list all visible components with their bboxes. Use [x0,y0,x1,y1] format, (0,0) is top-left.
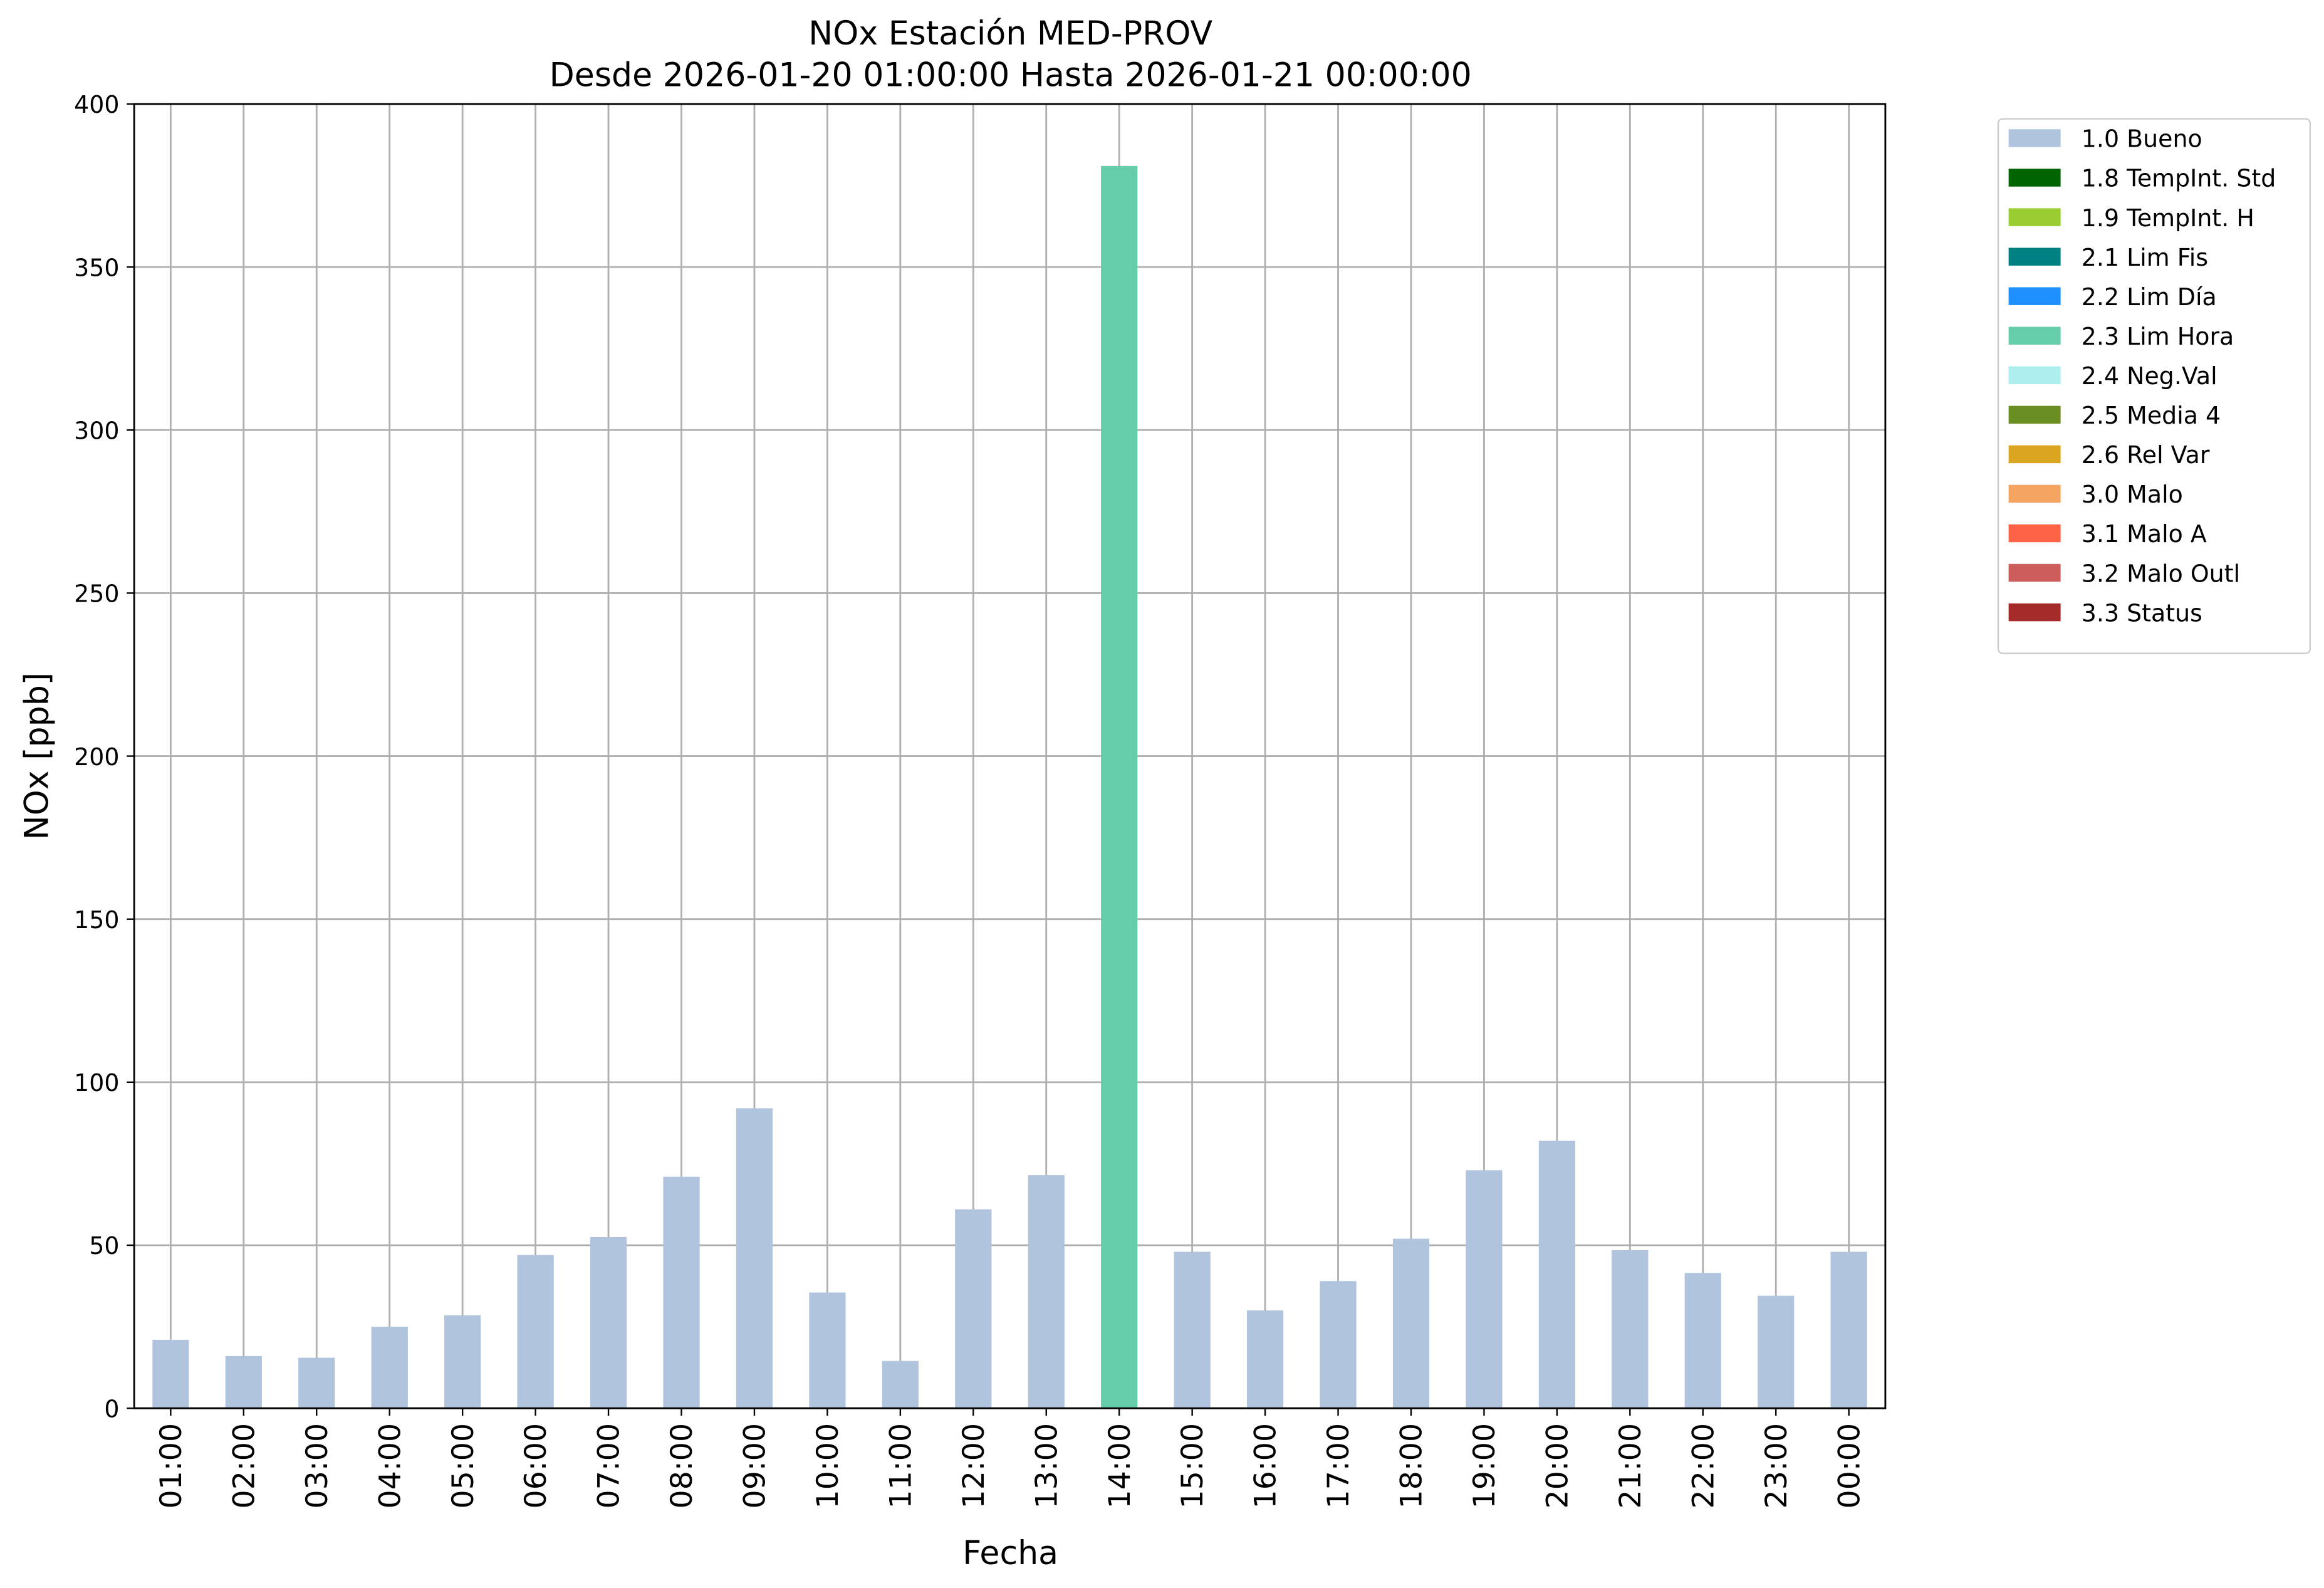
x-tick-label: 20:00 [1540,1423,1575,1509]
plot-frame [133,103,1887,1409]
y-tick-label: 150 [74,906,119,934]
y-tick-label: 250 [74,580,119,608]
bar [1101,165,1138,1409]
x-tick-label: 05:00 [446,1423,481,1509]
legend-swatch [2008,366,2061,384]
bar [1246,1310,1284,1409]
bar [736,1108,773,1409]
y-tick-label: 0 [104,1395,119,1423]
bars [152,165,1867,1409]
x-tick-label: 01:00 [154,1423,189,1509]
x-tick-label: 22:00 [1686,1423,1721,1509]
legend-swatch [2008,603,2061,622]
bar [809,1292,846,1409]
bar [1830,1251,1867,1409]
x-tick-label: 13:00 [1029,1423,1064,1509]
x-tick-label: 12:00 [957,1423,991,1509]
y-tick-label: 350 [74,254,119,281]
legend-swatch [2008,563,2061,582]
legend-label: 2.3 Lim Hora [2082,323,2234,350]
x-axis-label: Fecha [962,1535,1058,1572]
x-tick-label: 08:00 [665,1423,699,1509]
y-tick-label: 100 [74,1069,119,1097]
bar [225,1356,262,1409]
x-tick-label: 11:00 [883,1423,918,1509]
legend-label: 1.9 TempInt. H [2082,204,2254,232]
bar [663,1176,700,1409]
x-tick-label: 07:00 [592,1423,627,1509]
x-tick-label: 14:00 [1103,1423,1137,1509]
bar [1174,1251,1211,1409]
legend-label: 3.0 Malo [2082,481,2183,508]
legend-label: 2.6 Rel Var [2082,441,2210,469]
legend-swatch [2008,524,2061,543]
bar [1538,1141,1576,1409]
chart-subtitle: Desde 2026-01-20 01:00:00 Hasta 2026-01-… [550,56,1472,94]
legend-label: 1.0 Bueno [2082,125,2202,153]
bar [882,1361,919,1409]
bar [444,1315,481,1409]
legend-swatch [2008,445,2061,464]
bar [1028,1175,1065,1409]
legend-swatch [2008,129,2061,147]
x-tick-label: 16:00 [1249,1423,1283,1509]
y-axis-label: NOx [ppb] [19,672,56,840]
y-tick-label: 300 [74,417,119,444]
x-tick-label: 09:00 [738,1423,773,1509]
bar [1320,1281,1357,1409]
legend-label: 3.1 Malo A [2082,520,2207,548]
legend-label: 3.3 Status [2082,599,2202,627]
x-tick-label: 00:00 [1832,1423,1867,1509]
chart-title: NOx Estación MED-PROV [808,15,1212,53]
x-tick-label: 06:00 [519,1423,553,1509]
x-tick-label: 18:00 [1395,1423,1429,1509]
legend-label: 2.4 Neg.Val [2082,362,2217,390]
bar [1612,1250,1649,1409]
bar [371,1327,408,1409]
bar [590,1237,627,1409]
legend-swatch [2008,484,2061,503]
bar [152,1339,189,1409]
legend-label: 1.8 TempInt. Std [2082,165,2276,192]
bar [298,1357,335,1409]
legend-label: 2.2 Lim Día [2082,283,2217,311]
y-tick-label: 400 [74,91,119,118]
bar [1758,1295,1795,1409]
bar [517,1255,554,1409]
x-tick-label: 15:00 [1175,1423,1210,1509]
bar [1684,1273,1721,1409]
x-tick-label: 23:00 [1759,1423,1794,1509]
x-tick-label: 03:00 [300,1423,335,1509]
axes: 0 50 100 150 200 250 300 350 400 01:00 02:00 03:00 0… [74,91,1887,1509]
legend-swatch [2008,405,2061,424]
legend-swatch [2008,287,2061,305]
legend-swatch [2008,208,2061,226]
legend-label: 2.1 Lim Fis [2082,244,2208,271]
x-tick-label: 17:00 [1321,1423,1356,1509]
legend-label: 2.5 Media 4 [2082,402,2221,429]
x-tick-label: 02:00 [227,1423,261,1509]
legend-swatch [2008,248,2061,266]
legend-box [1997,118,2311,654]
legend-swatch [2008,326,2061,345]
bar [955,1209,992,1409]
legend-swatch [2008,169,2061,187]
legend: 1.0 Bueno 1.8 TempInt. Std 1.9 TempInt. H 2… [1997,118,2311,654]
legend-label: 3.2 Malo Outl [2082,560,2240,587]
x-tick-label: 19:00 [1467,1423,1502,1509]
y-tick-label: 50 [89,1232,119,1260]
bar [1466,1170,1503,1409]
x-tick-label: 04:00 [373,1423,407,1509]
y-tick-label: 200 [74,743,119,771]
bar [1392,1238,1430,1409]
x-tick-label: 21:00 [1613,1423,1648,1509]
x-tick-label: 10:00 [811,1423,845,1509]
